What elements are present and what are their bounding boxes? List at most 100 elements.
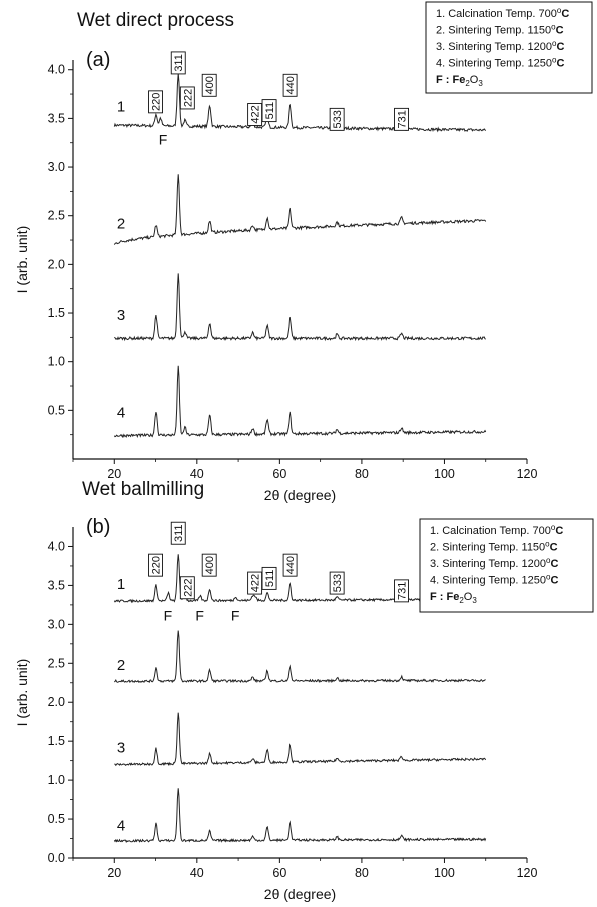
peak-label-text: 220 <box>151 556 163 574</box>
y-tick-label: 1.5 <box>48 734 65 748</box>
legend-entry: 2. Sintering Temp. 1150oC <box>436 23 564 37</box>
peak-label-text: 731 <box>397 582 409 600</box>
y-tick-label: 1.5 <box>48 306 65 320</box>
peak-label-533: 533 <box>329 107 345 131</box>
peak-label-440: 440 <box>282 73 298 97</box>
x-tick-label: 60 <box>272 866 286 880</box>
peak-label-731: 731 <box>394 107 409 131</box>
peak-label-400: 400 <box>201 553 217 577</box>
y-tick-label: 0.5 <box>48 403 65 417</box>
peak-label-box <box>282 553 298 577</box>
peak-label-222: 222 <box>179 86 195 110</box>
peak-label-731: 731 <box>394 579 409 603</box>
y-tick-label: 3.0 <box>48 617 65 631</box>
peak-label-box <box>170 521 186 545</box>
peak-label-533: 533 <box>329 571 345 595</box>
y-axis-label: I (arb. unit) <box>14 659 30 727</box>
peak-label-text: 311 <box>173 54 185 72</box>
fe2o3-marker: F <box>195 607 204 623</box>
peak-label-440: 440 <box>282 553 298 577</box>
peak-label-box <box>282 73 298 97</box>
series-line-3 <box>114 712 487 767</box>
legend-entry: 4. Sintering Temp. 1250oC <box>436 56 564 70</box>
peak-label-511: 511 <box>261 99 277 123</box>
peak-label-text: 400 <box>204 556 216 574</box>
x-tick-label: 40 <box>190 866 204 880</box>
series-label: 4 <box>117 404 125 421</box>
y-tick-label: 2.0 <box>48 695 65 709</box>
x-tick-label: 40 <box>190 467 204 481</box>
y-tick-label: 3.0 <box>48 160 65 174</box>
peak-label-text: 222 <box>182 579 194 597</box>
y-tick-label: 0.5 <box>48 812 65 826</box>
legend: 1. Calcination Temp. 700oC 2. Sintering T… <box>425 1 593 94</box>
peak-label-box <box>179 576 195 600</box>
series-line-1 <box>113 73 487 133</box>
peak-label-box <box>170 51 186 75</box>
legend-entry: F : Fe2O3 <box>430 591 477 605</box>
peak-label-box <box>261 99 277 123</box>
chart-title: Wet direct process <box>77 10 234 31</box>
panel-a: Wet direct process (a) 0.5 1.0 1.5 2.0 2.5 3.0 3… <box>14 1 593 503</box>
peak-label-400: 400 <box>201 73 217 97</box>
x-tick-label: 120 <box>517 866 538 880</box>
legend-entry: 4. Sintering Temp. 1250oC <box>430 573 558 587</box>
peak-label-220: 220 <box>148 553 163 577</box>
x-tick-label: 20 <box>107 866 121 880</box>
peak-label-box <box>261 566 277 590</box>
peak-label-text: 511 <box>264 570 276 588</box>
y-tick-label: 2.5 <box>48 209 65 223</box>
series-label: 4 <box>117 817 125 834</box>
x-tick-label: 100 <box>434 866 455 880</box>
series-line-2 <box>113 174 487 245</box>
legend: 1. Calcination Temp. 700oC 2. Sintering T… <box>419 518 594 613</box>
y-tick-label: 1.0 <box>48 355 65 369</box>
peak-label-box <box>179 86 195 110</box>
peak-label-text: 533 <box>332 110 344 128</box>
peak-label-text: 422 <box>250 105 262 123</box>
peak-label-text: 440 <box>285 76 297 94</box>
chart-title: Wet ballmilling <box>82 479 204 500</box>
peak-label-311: 311 <box>170 51 186 75</box>
series-line-2 <box>113 630 486 684</box>
y-tick-label: 2.5 <box>48 656 65 670</box>
panel-b: Wet ballmilling (b) 0.0 0.5 1.0 1.5 2.0 2.5 3.0 3… <box>14 479 594 902</box>
x-axis-label: 2θ (degree) <box>264 886 336 902</box>
x-axis-label: 2θ (degree) <box>264 487 336 503</box>
legend-entry: 1. Calcination Temp. 700oC <box>436 6 569 20</box>
y-tick-label: 0.0 <box>48 851 65 865</box>
peak-label-box <box>394 579 409 603</box>
peak-label-box <box>201 553 217 577</box>
legend-entry: 1. Calcination Temp. 700oC <box>430 523 563 537</box>
series-label: 1 <box>117 576 125 593</box>
series-label: 3 <box>117 307 125 324</box>
y-tick-label: 3.5 <box>48 111 65 125</box>
y-tick-label: 3.5 <box>48 578 65 592</box>
series-label: 2 <box>117 215 125 232</box>
series-line-4 <box>113 788 487 843</box>
peak-label-box <box>394 107 409 131</box>
peak-label-box <box>329 107 345 131</box>
panel-label: (a) <box>86 49 110 71</box>
legend-box <box>425 1 593 94</box>
peak-label-220: 220 <box>148 90 163 114</box>
peak-label-text: 220 <box>151 93 163 111</box>
peak-label-text: 440 <box>285 556 297 574</box>
x-tick-label: 80 <box>355 866 369 880</box>
x-tick-label: 80 <box>355 467 369 481</box>
peak-label-text: 311 <box>173 524 185 542</box>
x-tick-label: 20 <box>107 467 121 481</box>
series-line-3 <box>114 273 486 342</box>
peak-label-511: 511 <box>261 566 277 590</box>
legend-entry: F : Fe2O3 <box>436 74 483 88</box>
fe2o3-marker: F <box>164 607 173 623</box>
y-axis-label: I (arb. unit) <box>14 226 30 294</box>
y-tick-label: 2.0 <box>48 257 65 271</box>
peak-label-text: 533 <box>332 574 344 592</box>
x-tick-label: 60 <box>272 467 286 481</box>
peak-label-text: 511 <box>264 102 276 120</box>
peak-label-box <box>148 90 163 114</box>
series-label: 1 <box>117 99 125 116</box>
legend-box <box>419 518 594 613</box>
